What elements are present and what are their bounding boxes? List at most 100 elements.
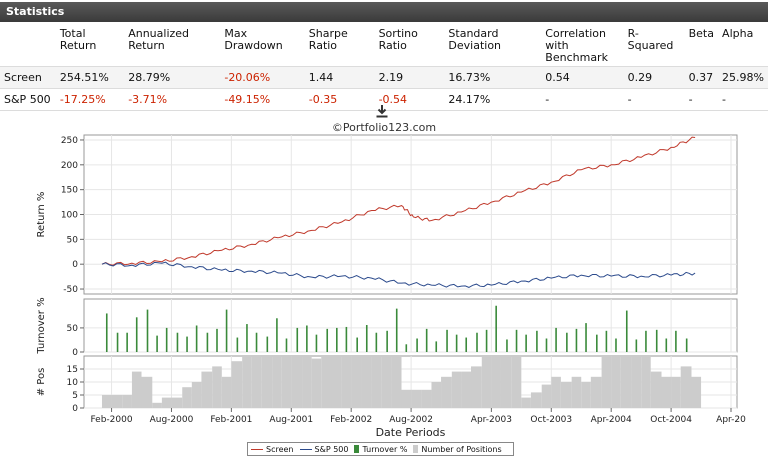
table-cell: -0.35 [304, 88, 375, 111]
turnover-bar [216, 328, 218, 352]
position-bar [491, 356, 501, 408]
position-bar [481, 356, 492, 408]
series-line-screen [101, 136, 696, 266]
position-bar [101, 395, 112, 408]
table-cell: -17.25% [55, 88, 125, 111]
turnover-bar [266, 336, 269, 352]
plot-panel [83, 298, 738, 353]
table-cell: 25.98% [718, 66, 768, 89]
table-header-empty [0, 24, 56, 67]
position-bar [461, 371, 472, 408]
turnover-bar [635, 339, 638, 352]
turnover-bar [596, 334, 598, 352]
x-tick-label: Apr-2004 [591, 415, 632, 425]
position-bar [650, 371, 662, 408]
position-bar [351, 356, 362, 408]
table-header-row: Total Return Annualized Return Max Drawd… [0, 24, 768, 67]
turnover-bar [365, 325, 368, 352]
download-icon[interactable] [375, 104, 389, 118]
turnover-bar [566, 332, 568, 352]
y-axis-label: Turnover % [36, 297, 47, 354]
position-bar [611, 356, 621, 408]
position-bar [332, 356, 342, 408]
turnover-bar [236, 337, 239, 352]
x-tick-label: Aug-2001 [269, 415, 313, 425]
col-header: Sortino Ratio [378, 27, 418, 52]
table-cell: - [541, 88, 624, 111]
turnover-bar [455, 334, 458, 352]
turnover-bar [416, 338, 418, 352]
turnover-bar [665, 338, 668, 352]
position-bar [500, 356, 512, 408]
x-tick-label: Oct-2003 [530, 415, 572, 425]
y-tick-label: 0 [72, 260, 78, 270]
turnover-bar [495, 305, 497, 352]
turnover-bar [135, 317, 138, 352]
position-bar [541, 384, 552, 408]
x-tick-label: Feb-2000 [91, 415, 133, 425]
position-bar [411, 389, 422, 408]
table-cell: 0.37 [684, 66, 719, 89]
turnover-bar [255, 332, 258, 352]
col-header: R-Squared [627, 27, 674, 52]
legend-swatch [413, 445, 419, 453]
x-tick-label: Aug-2000 [150, 415, 194, 425]
legend-label: Number of Positions [421, 444, 502, 454]
y-tick-label: 200 [61, 161, 78, 171]
position-bar [272, 356, 282, 408]
position-bar [131, 371, 142, 408]
position-bar [581, 382, 591, 408]
turnover-bar [336, 327, 338, 352]
legend-item: Screen [251, 445, 294, 454]
turnover-bar [435, 341, 438, 352]
turnover-bar [306, 325, 308, 352]
turnover-bar [225, 309, 228, 352]
col-header: Alpha [722, 27, 754, 40]
x-tick-label: Oct-2004 [650, 415, 692, 425]
position-bar [530, 392, 542, 408]
table-cell: 0.29 [623, 66, 685, 89]
position-bar [590, 376, 602, 408]
turnover-bar [315, 334, 318, 352]
table-row: S&P 500 -17.25% -3.71% -49.15% -0.35 -0.… [0, 88, 768, 111]
legend-label: Screen [266, 444, 294, 454]
position-bar [511, 356, 522, 408]
position-bar [152, 402, 162, 408]
col-header: Sharpe Ratio [308, 27, 348, 52]
table-cell: 2.19 [374, 66, 445, 89]
col-header: Standard Deviation [448, 27, 502, 52]
turnover-bar [326, 328, 329, 352]
position-bar [391, 356, 402, 408]
turnover-bar [116, 332, 119, 352]
legend-swatch [251, 448, 263, 450]
turnover-bar [615, 338, 617, 352]
turnover-bar [375, 332, 378, 352]
table-cell: - [718, 88, 768, 111]
position-bar [521, 397, 531, 408]
turnover-bar [395, 308, 398, 352]
y-tick-label: -50 [63, 285, 78, 295]
position-bar [321, 356, 333, 408]
series-line-sp500 [101, 261, 696, 288]
position-bar [231, 361, 243, 408]
position-bar [221, 376, 232, 408]
statistics-title: Statistics [6, 5, 65, 18]
turnover-bar [485, 329, 488, 352]
position-bar [431, 382, 442, 408]
turnover-bar [545, 338, 548, 352]
table-cell: -20.06% [220, 66, 305, 89]
y-tick-label: 15 [67, 365, 78, 375]
y-tick-label: 100 [61, 211, 78, 221]
position-bar [571, 376, 582, 408]
table-cell: 28.79% [124, 66, 221, 89]
position-bar [401, 389, 412, 408]
turnover-bar [525, 334, 527, 352]
turnover-bar [425, 328, 428, 352]
y-axis-label: # Pos [36, 368, 47, 397]
position-bar [191, 382, 202, 408]
turnover-bar [506, 339, 508, 352]
x-tick-label: Apr-2003 [471, 415, 512, 425]
statistics-table: Total Return Annualized Return Max Drawd… [0, 24, 768, 111]
legend-label: Turnover % [362, 444, 408, 454]
